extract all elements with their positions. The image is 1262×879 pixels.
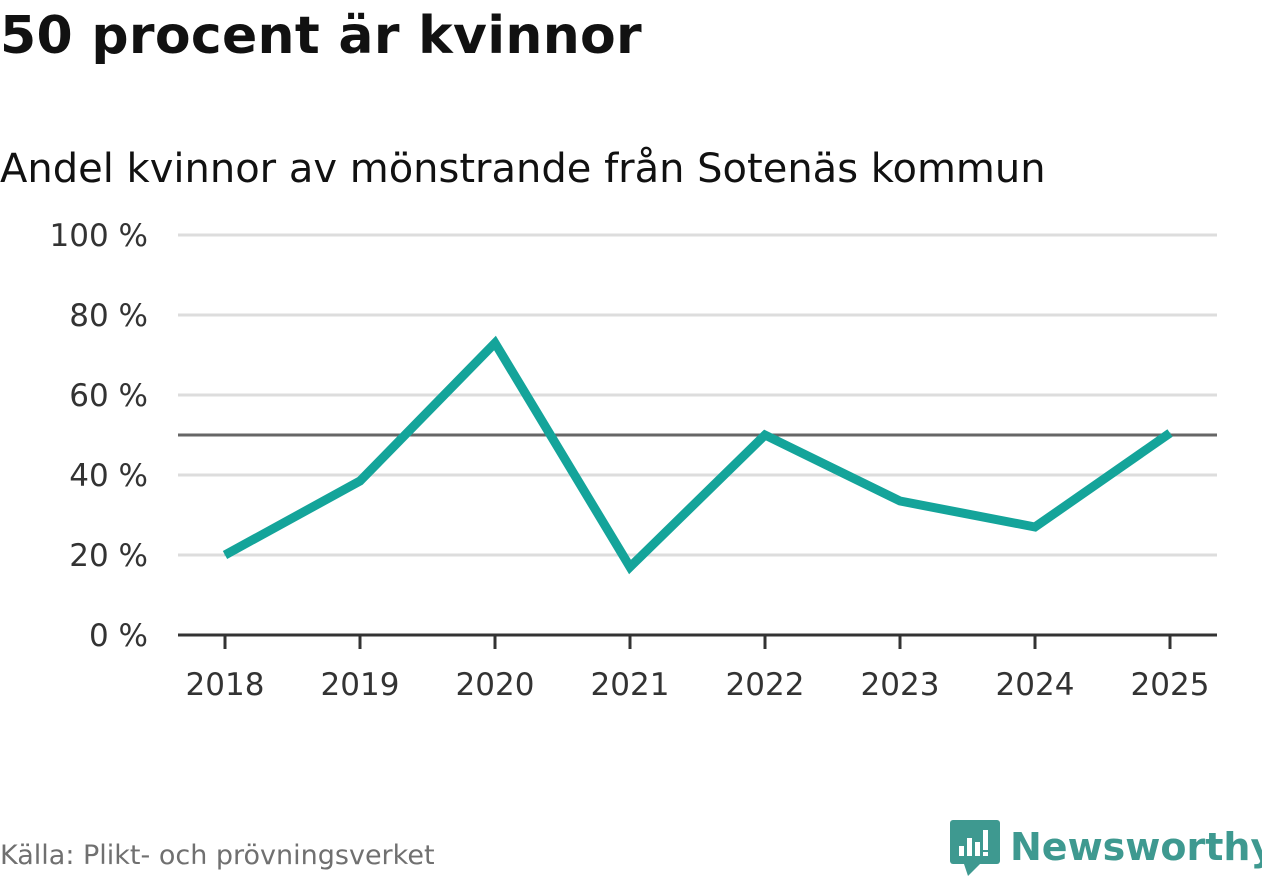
y-tick-label: 80 % <box>69 298 148 334</box>
x-tick-label-2023: 2023 <box>861 667 940 703</box>
newsworthy-logo[interactable]: Newsworthy <box>950 818 1262 876</box>
data-point-2023 <box>899 500 901 502</box>
data-point-2024 <box>1034 526 1036 528</box>
series-layer <box>222 335 1173 575</box>
newsworthy-chart-icon <box>950 820 1000 876</box>
source-note: Källa: Plikt- och prövningsverket <box>0 840 435 871</box>
x-tick-label-2024: 2024 <box>996 667 1075 703</box>
y-tick-label: 20 % <box>69 538 148 574</box>
x-tick-label-2020: 2020 <box>456 667 535 703</box>
tick-labels: 0 % 20 % 40 % 60 % 80 % 100 % 2018 2019 2020 2021… <box>50 218 1210 703</box>
data-point-2025 <box>1169 432 1171 434</box>
chart-title: 50 procent är kvinnor <box>0 6 642 66</box>
x-tick-label-2019: 2019 <box>321 667 400 703</box>
y-tick-label: 100 % <box>50 218 148 254</box>
data-point-2018 <box>224 554 226 556</box>
data-point-2020 <box>494 342 496 344</box>
x-tick-label-2021: 2021 <box>591 667 670 703</box>
chart-subtitle: Andel kvinnor av mönstrande från Sotenäs… <box>0 146 1046 192</box>
data-point-2022 <box>764 434 766 436</box>
y-tick-label: 40 % <box>69 458 148 494</box>
series-line-andel-kvinnor <box>222 335 1173 575</box>
x-axis <box>178 633 1217 649</box>
data-point-2021 <box>629 566 631 568</box>
y-tick-label: 60 % <box>69 378 148 414</box>
brand-name: Newsworthy <box>1010 825 1262 869</box>
x-tick-label-2022: 2022 <box>726 667 805 703</box>
y-tick-label: 0 % <box>89 618 148 654</box>
x-tick-label-2018: 2018 <box>186 667 265 703</box>
gridlines <box>178 233 1217 557</box>
x-tick-label-2025: 2025 <box>1131 667 1210 703</box>
data-point-2019 <box>359 480 361 482</box>
